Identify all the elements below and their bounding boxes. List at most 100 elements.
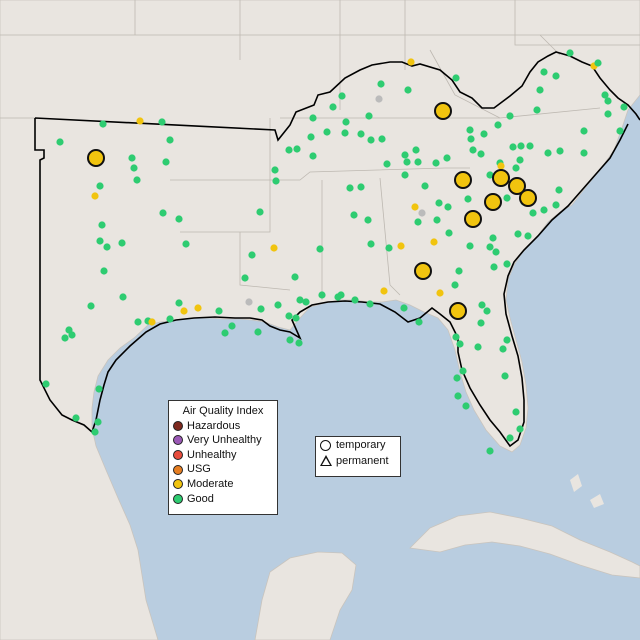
station-moderate[interactable] [136,117,144,125]
station-good[interactable] [98,221,106,229]
station-good[interactable] [456,340,464,348]
station-good[interactable] [412,146,420,154]
station-moderate[interactable] [397,242,405,250]
station-good[interactable] [134,318,142,326]
station-moderate[interactable] [270,244,278,252]
station-good[interactable] [357,130,365,138]
station-good[interactable] [506,434,514,442]
station-good[interactable] [517,142,525,150]
station-good[interactable] [489,234,497,242]
station-good[interactable] [182,240,190,248]
station-good[interactable] [99,120,107,128]
station-good[interactable] [329,103,337,111]
station-good[interactable] [478,301,486,309]
station-good[interactable] [524,232,532,240]
station-moderate[interactable] [148,318,156,326]
station-good[interactable] [346,184,354,192]
station-good[interactable] [594,59,602,67]
station-moderate[interactable] [380,287,388,295]
station-no-data[interactable] [245,298,253,306]
station-good[interactable] [87,302,95,310]
station-good[interactable] [285,146,293,154]
station-good[interactable] [228,322,236,330]
station-good[interactable] [490,263,498,271]
station-good[interactable] [499,345,507,353]
station-good[interactable] [514,230,522,238]
station-good[interactable] [166,315,174,323]
station-good[interactable] [453,374,461,382]
station-good[interactable] [293,145,301,153]
station-moderate[interactable] [436,289,444,297]
station-good[interactable] [601,91,609,99]
station-good[interactable] [544,149,552,157]
station-good[interactable] [385,244,393,252]
station-good[interactable] [509,143,517,151]
station-good[interactable] [364,216,372,224]
station-good[interactable] [128,154,136,162]
station-good[interactable] [464,195,472,203]
station-good[interactable] [415,318,423,326]
station-good[interactable] [309,152,317,160]
station-good[interactable] [467,135,475,143]
station-good[interactable] [94,418,102,426]
station-good[interactable] [444,203,452,211]
station-good[interactable] [516,156,524,164]
station-good[interactable] [501,372,509,380]
station-good[interactable] [377,80,385,88]
station-good[interactable] [316,245,324,253]
station-moderate[interactable] [430,238,438,246]
station-good[interactable] [435,199,443,207]
station-good[interactable] [414,158,422,166]
station-good[interactable] [118,239,126,247]
station-good[interactable] [378,135,386,143]
station-good[interactable] [162,158,170,166]
station-good[interactable] [404,86,412,94]
station-good[interactable] [295,339,303,347]
station-good[interactable] [350,211,358,219]
station-good[interactable] [540,206,548,214]
station-good[interactable] [503,260,511,268]
temporary-monitor-moderate[interactable] [492,169,510,187]
station-good[interactable] [512,408,520,416]
station-good[interactable] [580,127,588,135]
station-good[interactable] [516,425,524,433]
station-moderate[interactable] [407,58,415,66]
station-good[interactable] [309,114,317,122]
station-good[interactable] [166,136,174,144]
station-good[interactable] [357,183,365,191]
station-good[interactable] [254,328,262,336]
station-good[interactable] [400,304,408,312]
station-good[interactable] [512,164,520,172]
station-good[interactable] [215,307,223,315]
station-good[interactable] [503,194,511,202]
station-good[interactable] [302,298,310,306]
station-good[interactable] [466,126,474,134]
station-good[interactable] [503,336,511,344]
station-good[interactable] [342,118,350,126]
station-good[interactable] [421,182,429,190]
station-good[interactable] [540,68,548,76]
station-good[interactable] [159,209,167,217]
station-good[interactable] [414,218,422,226]
station-good[interactable] [526,142,534,150]
station-good[interactable] [462,402,470,410]
station-good[interactable] [455,267,463,275]
temporary-monitor-moderate[interactable] [508,177,526,195]
station-good[interactable] [466,242,474,250]
station-good[interactable] [483,307,491,315]
station-good[interactable] [103,243,111,251]
station-good[interactable] [91,428,99,436]
station-good[interactable] [452,333,460,341]
station-good[interactable] [480,130,488,138]
temporary-monitor-moderate[interactable] [449,302,467,320]
station-moderate[interactable] [497,162,505,170]
station-good[interactable] [536,86,544,94]
station-good[interactable] [580,149,588,157]
station-good[interactable] [56,138,64,146]
station-good[interactable] [451,281,459,289]
temporary-monitor-moderate[interactable] [414,262,432,280]
station-good[interactable] [158,118,166,126]
station-good[interactable] [130,164,138,172]
